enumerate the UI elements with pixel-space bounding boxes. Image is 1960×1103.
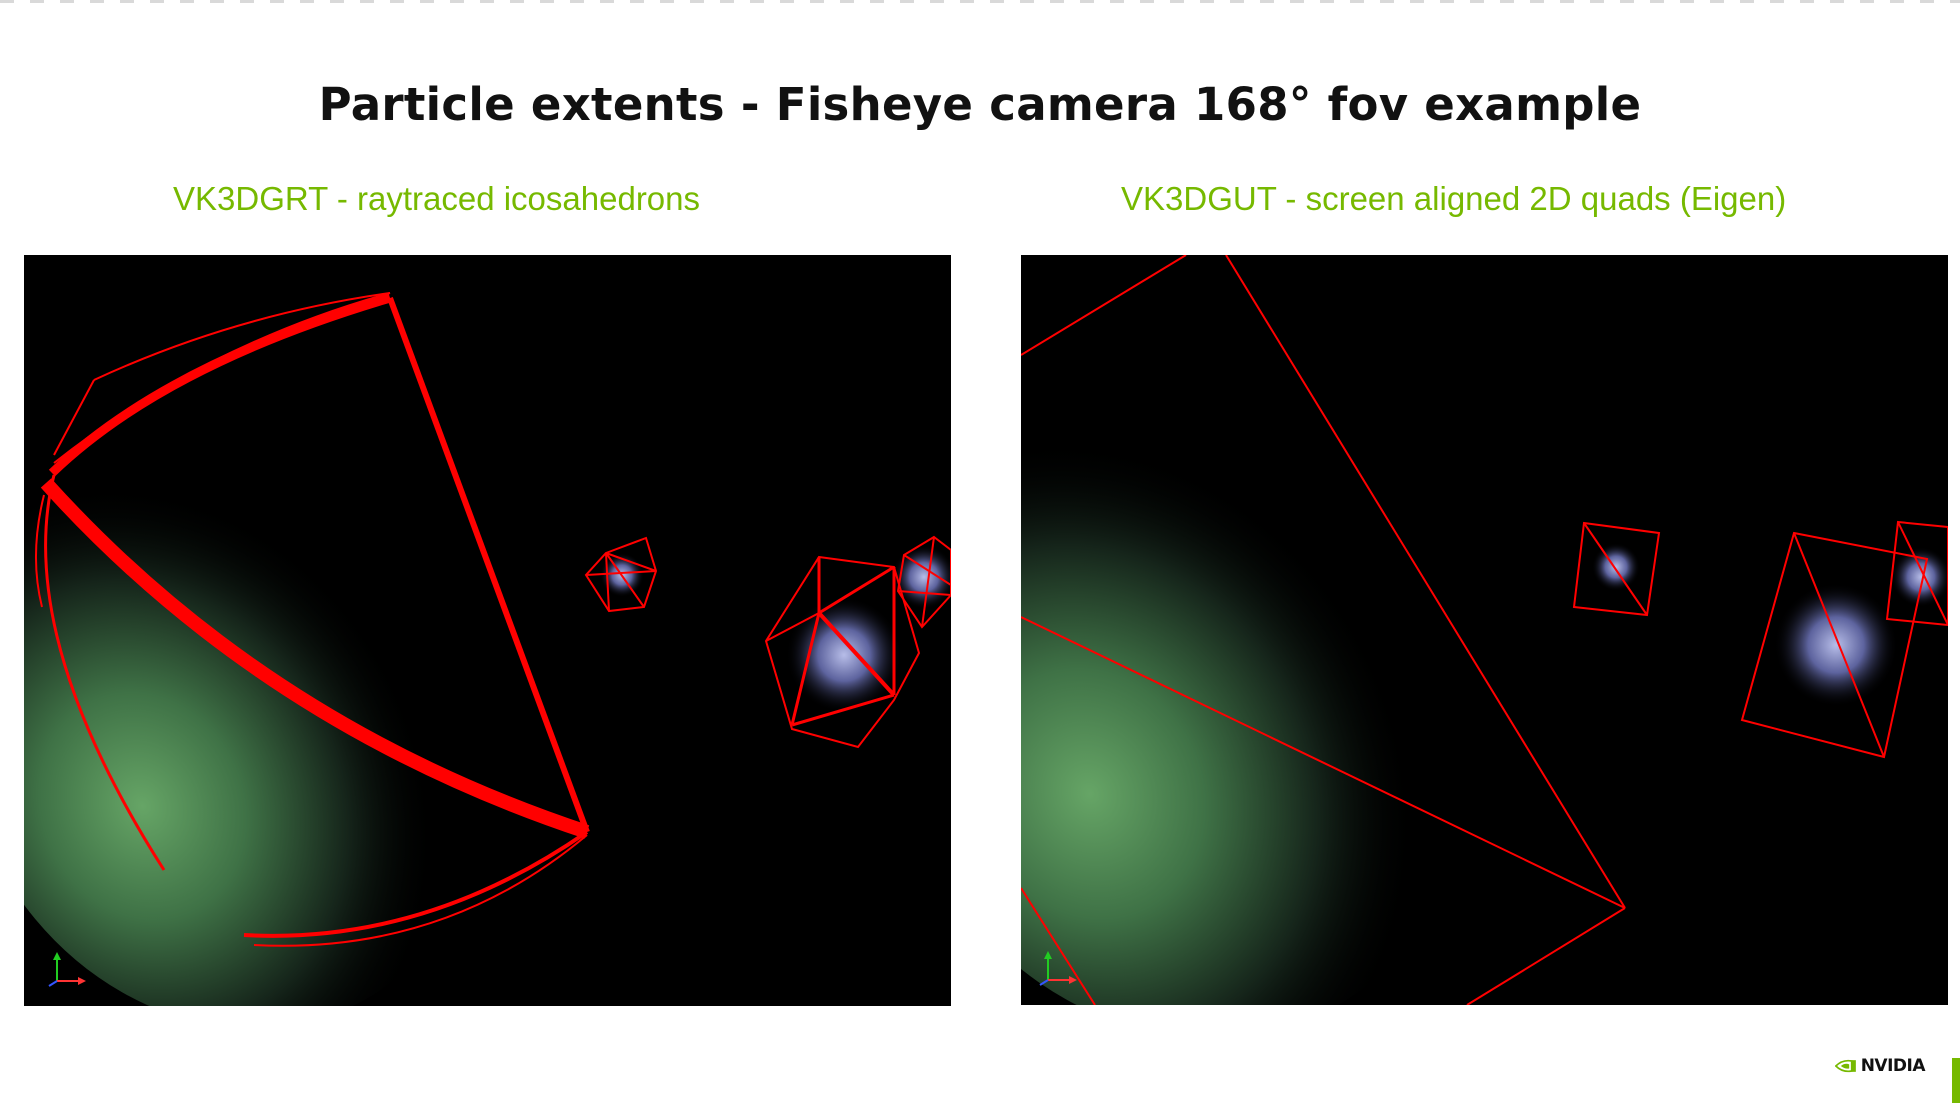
edge-quad-outline [1885,520,1948,627]
blue-particle-small [1592,543,1640,591]
axis-gizmo-icon [48,952,86,987]
top-dashed-rule [0,0,1960,3]
screen-quads-render-view [1021,255,1948,1005]
medium-quad-outline [1740,531,1929,759]
right-panel-caption: VK3DGUT - screen aligned 2D quads (Eigen… [1121,180,1787,217]
blue-particle-medium [1774,583,1898,707]
nvidia-logo: NVIDIA [1835,1052,1926,1080]
axis-gizmo-icon [1039,951,1077,986]
medium-icosahedron-wireframe [764,555,921,749]
left-panel-caption: VK3DGRT - raytraced icosahedrons [173,180,701,217]
blue-particle-medium [786,597,902,713]
corner-accent-bar [1952,1058,1960,1103]
green-particle [24,441,492,1006]
small-quad-outline [1572,521,1661,617]
edge-icosahedron-wireframe [896,535,951,629]
raytraced-render-view [24,255,951,1006]
green-particle [1021,391,1479,1005]
small-icosahedron-wireframe [584,536,658,613]
logo-wordmark: NVIDIA [1860,1056,1926,1076]
blue-particle-edge [1891,547,1948,607]
large-quad-outline [1021,255,1626,1005]
slide-title: Particle extents - Fisheye camera 168° f… [318,78,1642,131]
nvidia-eye-icon [1835,1059,1856,1073]
large-icosahedron-wireframe [34,292,590,947]
